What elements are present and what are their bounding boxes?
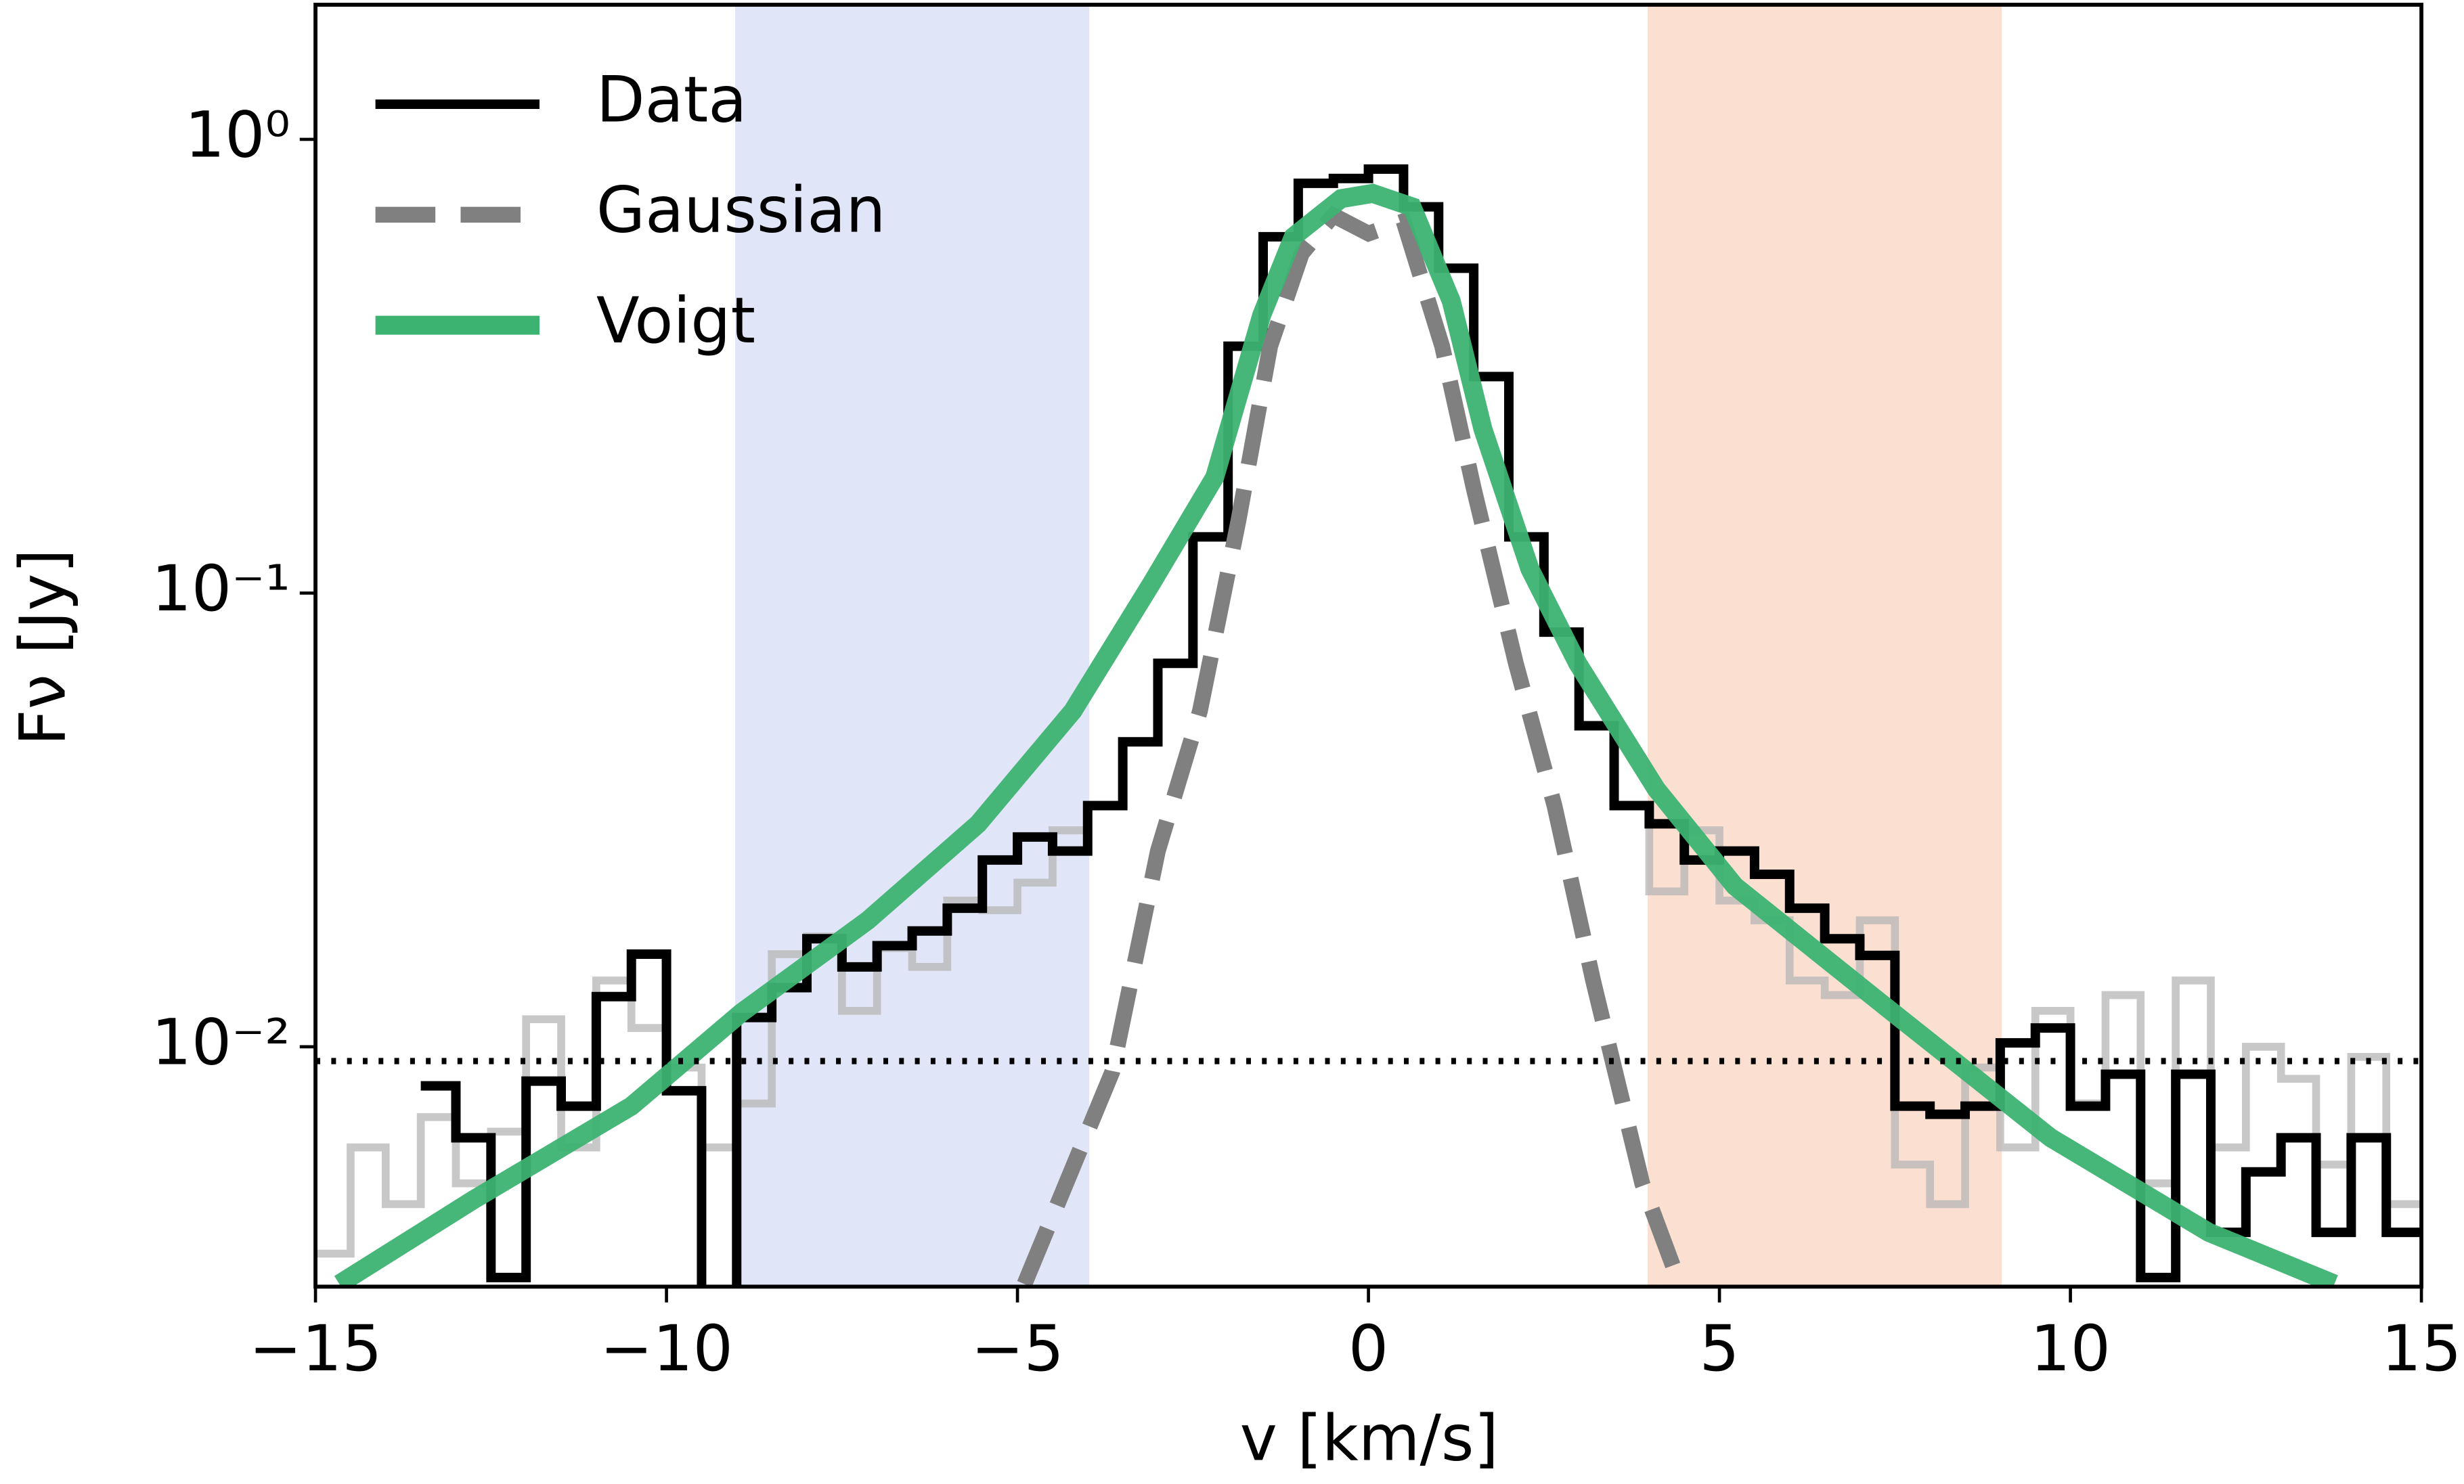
y-axis-label: Fν [Jy] bbox=[5, 549, 79, 746]
series-voigt bbox=[334, 183, 2338, 1287]
y-tick-label: 10⁻² bbox=[152, 1005, 290, 1079]
x-tick-label: 5 bbox=[1699, 1311, 1739, 1385]
x-tick-label: 0 bbox=[1348, 1311, 1388, 1385]
series-gaussian bbox=[1017, 205, 1685, 1287]
legend-label: Voigt bbox=[596, 284, 755, 357]
x-tick-label: −10 bbox=[600, 1311, 733, 1385]
legend-label: Data bbox=[596, 62, 747, 136]
y-tick-label: 10⁻¹ bbox=[152, 552, 290, 625]
x-axis-label: v [km/s] bbox=[1240, 1401, 1499, 1475]
x-tick-label: 10 bbox=[2030, 1311, 2111, 1385]
x-tick-label: −15 bbox=[249, 1311, 382, 1385]
legend-label: Gaussian bbox=[596, 173, 886, 247]
x-tick-label: 15 bbox=[2381, 1311, 2462, 1385]
plot-area bbox=[315, 4, 2422, 1287]
y-tick-label: 10⁰ bbox=[185, 97, 290, 171]
shaded-span bbox=[734, 4, 1090, 1287]
shaded-span bbox=[1648, 4, 2002, 1287]
x-tick-label: −5 bbox=[971, 1311, 1063, 1385]
